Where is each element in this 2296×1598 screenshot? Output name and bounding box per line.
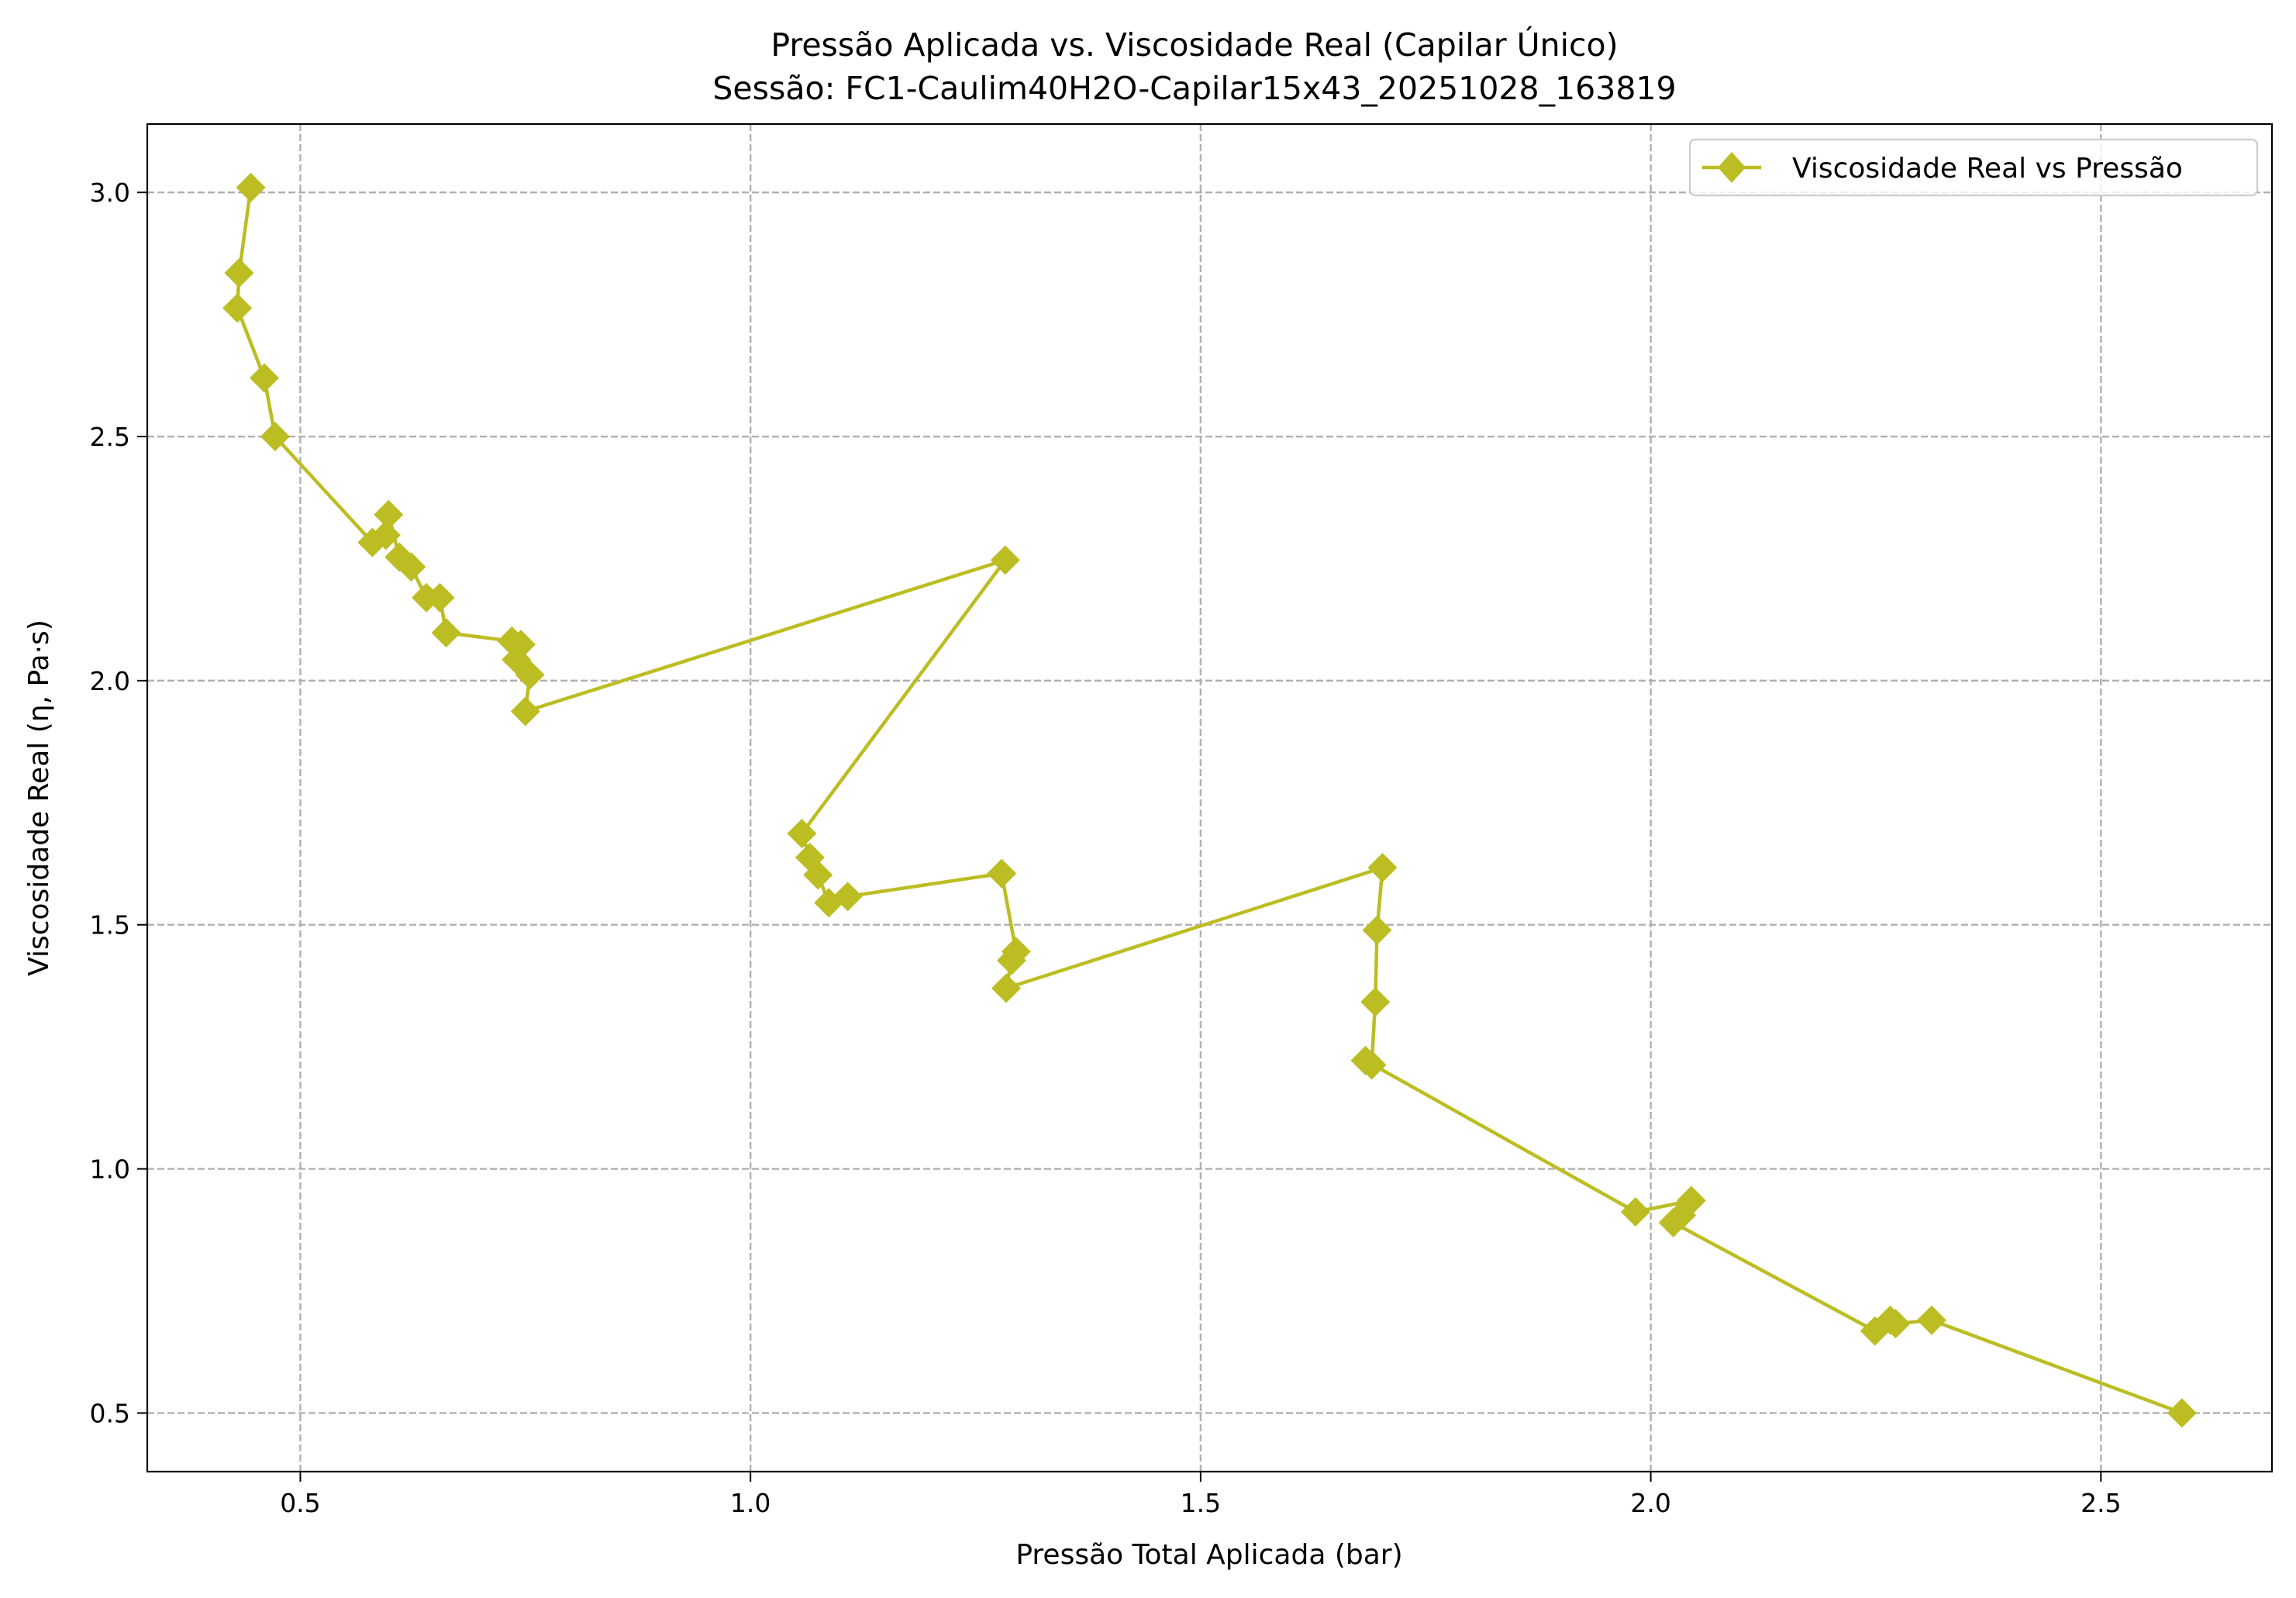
data-point xyxy=(803,860,833,890)
data-point xyxy=(222,293,253,323)
legend-box xyxy=(1688,138,2259,197)
y-tick-label: 1.0 xyxy=(90,1154,130,1185)
legend: Viscosidade Real vs Pressão xyxy=(1688,138,2259,197)
data-point xyxy=(1360,987,1391,1017)
data-point xyxy=(996,945,1026,975)
y-tick-label: 2.0 xyxy=(90,666,130,696)
data-point xyxy=(224,258,254,288)
data-point xyxy=(2167,1398,2197,1428)
data-point xyxy=(425,582,455,613)
data-point xyxy=(371,520,401,550)
data-point xyxy=(1881,1309,1911,1339)
x-tick-label: 2.0 xyxy=(1630,1488,1670,1518)
data-point xyxy=(1658,1207,1688,1237)
data-point xyxy=(991,973,1022,1003)
axis-ticks: 0.5 1.0 1.5 2.0 2.5 0.5 1.0 1.5 2.0 2.5 3.0 xyxy=(90,178,2122,1518)
chart-title: Pressão Aplicada vs. Viscosidade Real (C… xyxy=(771,26,1618,64)
legend-label: Viscosidade Real vs Pressão xyxy=(1792,153,2183,185)
x-tick-label: 0.5 xyxy=(280,1488,320,1518)
y-axis-label: Viscosidade Real (η, Pa·s) xyxy=(23,620,55,976)
data-point xyxy=(260,422,290,452)
legend-marker xyxy=(1718,152,1746,183)
data-point xyxy=(833,882,863,912)
data-point xyxy=(787,818,817,848)
y-tick-label: 0.5 xyxy=(90,1398,130,1428)
data-point xyxy=(431,618,461,648)
data-point xyxy=(396,552,426,582)
data-markers xyxy=(222,172,2197,1428)
x-tick-label: 1.5 xyxy=(1181,1488,1221,1518)
data-point xyxy=(1620,1196,1650,1227)
y-tick-label: 1.5 xyxy=(90,910,130,941)
data-point xyxy=(515,660,545,690)
data-point xyxy=(1362,915,1392,945)
data-point xyxy=(990,545,1020,575)
y-tick-label: 2.5 xyxy=(90,422,130,452)
chart-subtitle: Sessão: FC1-Caulim40H2O-Capilar15x43_202… xyxy=(712,70,1676,107)
x-tick-label: 2.5 xyxy=(2081,1488,2121,1518)
plot-frame xyxy=(146,123,2274,1473)
data-point xyxy=(236,172,266,202)
data-point xyxy=(374,499,404,530)
data-point xyxy=(249,363,279,393)
data-point xyxy=(987,858,1017,889)
data-point xyxy=(510,696,540,727)
x-axis-label: Pressão Total Aplicada (bar) xyxy=(1015,1539,1402,1571)
x-tick-label: 1.0 xyxy=(730,1488,771,1518)
data-point xyxy=(1916,1305,1946,1335)
y-tick-label: 3.0 xyxy=(90,178,130,208)
data-point xyxy=(1367,853,1398,883)
data-point xyxy=(1350,1045,1381,1075)
